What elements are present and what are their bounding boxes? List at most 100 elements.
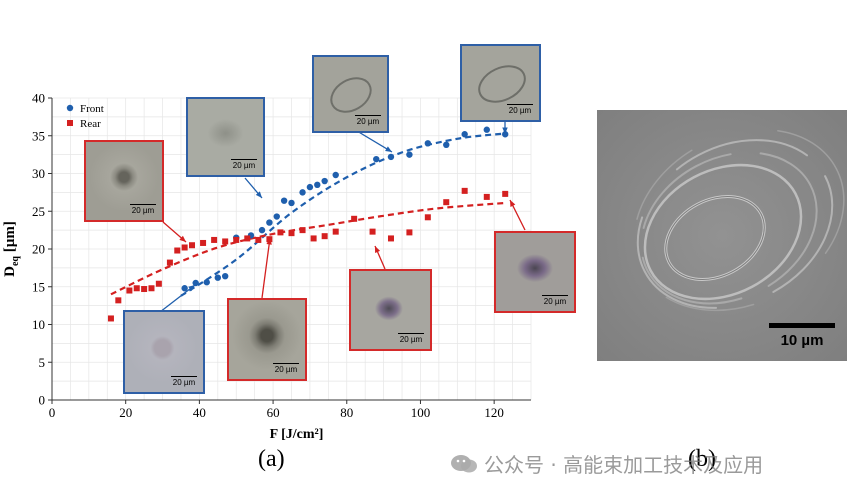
arrow-head [188, 285, 195, 292]
x-tick-label: 120 [484, 405, 504, 420]
y-axis-title-unit: [µm] [2, 221, 18, 256]
data-point-rear [166, 259, 173, 266]
data-point-front [424, 140, 432, 147]
arrow-line [159, 284, 196, 313]
data-point-rear [387, 235, 394, 242]
data-point-front [288, 199, 295, 207]
data-point-front [406, 151, 413, 158]
inset-scale-bar: 20 µm [398, 332, 424, 344]
inset-front-top: 20 µm [460, 44, 541, 122]
arrow-head [502, 127, 508, 134]
panel-label-a: (a) [258, 446, 285, 472]
scale-label: 20 µm [356, 117, 380, 126]
data-point-rear [126, 287, 133, 294]
legend-marker [66, 104, 74, 112]
inset-front-mid: 20 µm [186, 97, 265, 177]
data-point-rear [299, 227, 306, 234]
scale-label: 20 µm [131, 206, 155, 215]
data-point-front [332, 171, 339, 179]
y-tick-label: 15 [32, 279, 45, 294]
scale-label: 20 µm [508, 106, 532, 115]
data-point-front [258, 226, 266, 234]
data-point-rear [115, 297, 122, 304]
data-point-front [280, 197, 288, 204]
data-point-rear [332, 228, 339, 235]
inset-scale-bar: 20 µm [507, 103, 533, 115]
data-point-front [181, 285, 188, 292]
y-tick-label: 10 [32, 317, 45, 332]
arrow-head [179, 235, 186, 242]
data-point-rear [424, 214, 431, 221]
data-point-rear [277, 229, 284, 236]
scale-label: 20 µm [274, 365, 298, 374]
data-point-front [483, 126, 490, 133]
y-tick-label: 20 [32, 242, 45, 257]
scale-label: 20 µm [399, 335, 423, 344]
data-point-front [273, 213, 280, 220]
arrow-head [255, 191, 262, 198]
watermark-text: 公众号 · 高能束加工技术及应用 [484, 453, 764, 477]
inset-scale-bar: 20 µm [231, 158, 257, 170]
data-point-front [502, 131, 509, 138]
data-point-front [306, 183, 314, 191]
inset-scale-bar: 20 µm [273, 362, 299, 374]
axes: 0 20 40 60 80 100 120 0 5 10 15 20 25 30 35 40 F [J/cm²]… [2, 91, 531, 442]
data-point-front [314, 181, 321, 189]
y-axis-title: Deq [µm] [2, 221, 21, 277]
inset-rear-low: 20 µm [84, 140, 164, 222]
data-point-rear [321, 233, 328, 240]
legend-label: Rear [80, 118, 101, 130]
inset-scale-bar: 20 µm [171, 375, 197, 387]
legend: Front Rear [66, 103, 104, 130]
inset-rear-mid: 20 µm [227, 298, 307, 381]
data-point-front [221, 272, 229, 280]
data-point-rear [148, 285, 155, 292]
watermark: 公众号 · 高能束加工技术及应用 [450, 449, 763, 478]
scale-label: 20 µm [232, 161, 256, 170]
x-tick-label: 0 [49, 405, 56, 420]
y-tick-label: 0 [39, 393, 46, 408]
sem-image: 10 µm [597, 110, 847, 361]
x-axis-title: F [J/cm²] [270, 427, 324, 442]
data-point-rear [233, 236, 240, 243]
y-tick-label: 40 [32, 91, 45, 106]
y-tick-label: 5 [39, 355, 46, 370]
inset-front-low: 20 µm [123, 310, 205, 394]
sem-scale-label: 10 µm [780, 332, 824, 349]
data-point-rear [310, 235, 317, 242]
data-point-front [299, 189, 306, 196]
x-tick-label: 20 [119, 405, 132, 420]
data-point-rear [133, 285, 140, 292]
y-tick-label: 30 [32, 166, 45, 181]
data-point-rear [369, 228, 376, 235]
arrow-head [266, 238, 272, 245]
data-point-rear [255, 236, 262, 243]
arrow-head [510, 200, 516, 207]
data-point-rear [351, 215, 358, 222]
inset-front-high: 20 µm [312, 55, 389, 133]
data-point-rear [189, 242, 196, 249]
data-point-rear [222, 238, 229, 245]
data-point-front [461, 131, 468, 138]
y-axis-title-main: D [2, 266, 18, 277]
data-point-front [214, 274, 222, 281]
data-point-rear [406, 229, 413, 236]
data-point-rear [461, 187, 468, 194]
data-point-front [321, 177, 328, 185]
data-point-rear [211, 236, 218, 243]
inset-scale-bar: 20 µm [130, 203, 156, 215]
inset-rear-top: 20 µm [494, 231, 576, 313]
y-tick-label: 25 [32, 204, 45, 219]
wechat-icon [451, 455, 477, 473]
data-point-front [373, 155, 380, 163]
legend-label: Front [80, 103, 104, 115]
y-tick-label: 35 [32, 128, 45, 143]
data-point-rear [244, 235, 251, 242]
inset-scale-bar: 20 µm [355, 114, 381, 126]
data-point-rear [181, 244, 188, 251]
arrow-line [261, 237, 271, 299]
x-tick-label: 80 [340, 405, 353, 420]
x-tick-label: 40 [193, 405, 206, 420]
legend-marker [67, 120, 73, 126]
x-tick-label: 100 [411, 405, 431, 420]
